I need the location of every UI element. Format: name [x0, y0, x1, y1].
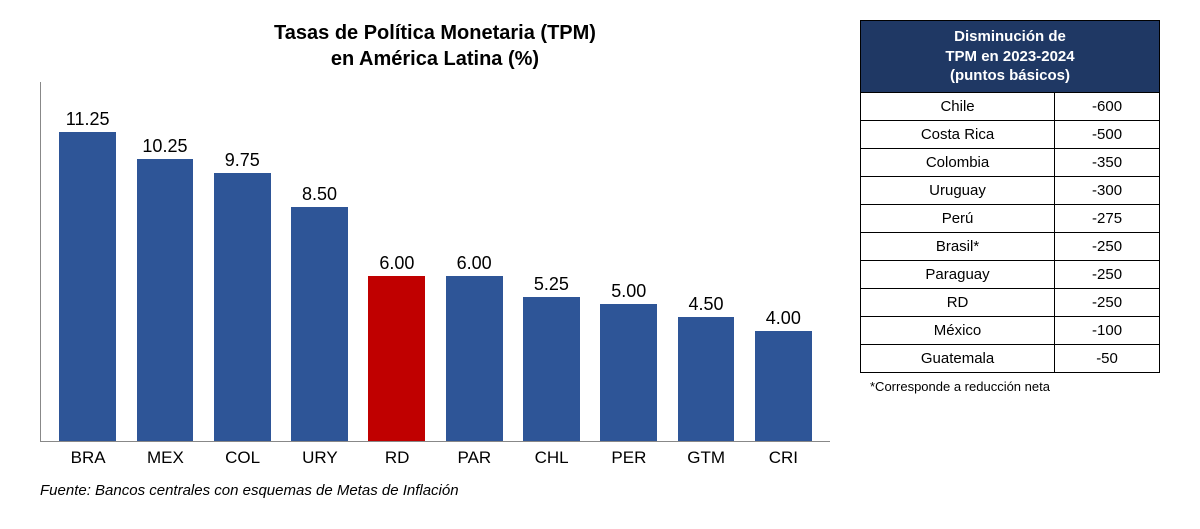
- bar-value-label: 8.50: [302, 184, 337, 205]
- table-row: RD-250: [861, 288, 1160, 316]
- x-tick-label: URY: [285, 448, 354, 468]
- table-row: Paraguay-250: [861, 260, 1160, 288]
- table-cell-country: Costa Rica: [861, 120, 1055, 148]
- table-cell-value: -275: [1055, 204, 1160, 232]
- table-cell-value: -350: [1055, 148, 1160, 176]
- table-cell-country: Guatemala: [861, 344, 1055, 372]
- chart-title: Tasas de Política Monetaria (TPM) en Amé…: [40, 20, 830, 72]
- tpm-reduction-table: Disminución de TPM en 2023-2024 (puntos …: [860, 20, 1160, 373]
- bar-value-label: 10.25: [142, 136, 187, 157]
- table-cell-country: México: [861, 316, 1055, 344]
- table-cell-country: Perú: [861, 204, 1055, 232]
- table-header-line2: TPM en 2023-2024: [945, 48, 1074, 65]
- x-axis: BRA MEX COL URY RD PAR CHL PER GTM CRI: [42, 442, 831, 468]
- bar-value-label: 6.00: [457, 253, 492, 274]
- x-tick-label: BRA: [54, 448, 123, 468]
- bar: [214, 173, 271, 441]
- table-row: México-100: [861, 316, 1160, 344]
- bar: [137, 159, 194, 441]
- table-cell-value: -250: [1055, 288, 1160, 316]
- main-container: Tasas de Política Monetaria (TPM) en Amé…: [40, 20, 1160, 509]
- table-header-line3: (puntos básicos): [950, 67, 1070, 84]
- table-row: Brasil*-250: [861, 232, 1160, 260]
- bar-value-label: 5.25: [534, 274, 569, 295]
- bar-group: 8.50: [285, 184, 354, 441]
- bar-group: 4.50: [671, 294, 740, 441]
- chart-title-line1: Tasas de Política Monetaria (TPM): [274, 22, 596, 44]
- bar: [291, 207, 348, 441]
- bar-group: 6.00: [362, 253, 431, 441]
- table-cell-country: Brasil*: [861, 232, 1055, 260]
- table-cell-value: -250: [1055, 260, 1160, 288]
- bar-group: 10.25: [130, 136, 199, 441]
- x-tick-label: MEX: [131, 448, 200, 468]
- bar-value-label: 9.75: [225, 150, 260, 171]
- bar-value-label: 5.00: [611, 281, 646, 302]
- table-cell-value: -300: [1055, 176, 1160, 204]
- table-cell-country: RD: [861, 288, 1055, 316]
- bar: [600, 304, 657, 442]
- bar: [368, 276, 425, 441]
- bar-value-label: 6.00: [379, 253, 414, 274]
- source-note: Fuente: Bancos centrales con esquemas de…: [40, 482, 830, 499]
- table-row: Chile-600: [861, 92, 1160, 120]
- table-row: Guatemala-50: [861, 344, 1160, 372]
- table-header: Disminución de TPM en 2023-2024 (puntos …: [861, 21, 1160, 93]
- bar: [523, 297, 580, 441]
- bar-value-label: 11.25: [66, 109, 110, 130]
- table-cell-value: -50: [1055, 344, 1160, 372]
- table-row: Perú-275: [861, 204, 1160, 232]
- table-cell-value: -250: [1055, 232, 1160, 260]
- bar-group: 4.00: [749, 308, 818, 441]
- bar-group: 6.00: [439, 253, 508, 441]
- x-tick-label: PAR: [440, 448, 509, 468]
- x-tick-label: CRI: [749, 448, 818, 468]
- x-tick-label: GTM: [672, 448, 741, 468]
- x-tick-label: COL: [208, 448, 277, 468]
- bar-value-label: 4.50: [689, 294, 724, 315]
- x-tick-label: PER: [594, 448, 663, 468]
- chart-title-line2: en América Latina (%): [331, 48, 539, 70]
- bar-group: 9.75: [208, 150, 277, 441]
- table-body: Chile-600Costa Rica-500Colombia-350Urugu…: [861, 92, 1160, 372]
- table-cell-country: Chile: [861, 92, 1055, 120]
- table-cell-country: Colombia: [861, 148, 1055, 176]
- table-cell-country: Paraguay: [861, 260, 1055, 288]
- bar: [755, 331, 812, 441]
- bar-value-label: 4.00: [766, 308, 801, 329]
- x-tick-label: CHL: [517, 448, 586, 468]
- table-section: Disminución de TPM en 2023-2024 (puntos …: [860, 20, 1160, 509]
- bar: [678, 317, 735, 441]
- table-header-line1: Disminución de: [954, 28, 1066, 45]
- table-row: Costa Rica-500: [861, 120, 1160, 148]
- bar: [59, 132, 116, 441]
- x-tick-label: RD: [363, 448, 432, 468]
- table-row: Uruguay-300: [861, 176, 1160, 204]
- table-cell-country: Uruguay: [861, 176, 1055, 204]
- table-cell-value: -100: [1055, 316, 1160, 344]
- bar-group: 11.25: [53, 109, 122, 441]
- chart-plot-area: 11.25 10.25 9.75 8.50 6.00 6.00 5.25 5.00 4.50 4.…: [40, 82, 830, 442]
- bar: [446, 276, 503, 441]
- table-footnote: *Corresponde a reducción neta: [860, 379, 1160, 394]
- bar-group: 5.25: [517, 274, 586, 441]
- table-cell-value: -600: [1055, 92, 1160, 120]
- chart-section: Tasas de Política Monetaria (TPM) en Amé…: [40, 20, 830, 509]
- table-row: Colombia-350: [861, 148, 1160, 176]
- bar-group: 5.00: [594, 281, 663, 442]
- table-cell-value: -500: [1055, 120, 1160, 148]
